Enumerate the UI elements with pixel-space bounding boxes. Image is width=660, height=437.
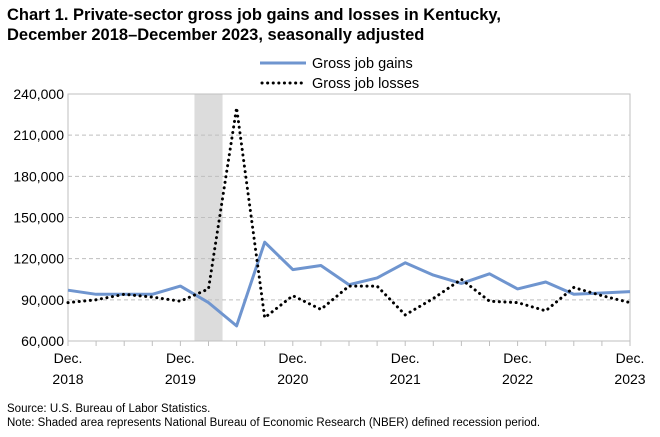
series-lines: [66, 106, 632, 328]
y-tick-label: 180,000: [13, 168, 64, 184]
chart-title: Chart 1. Private-sector gross job gains …: [7, 5, 647, 45]
x-tick-label-year: 2020: [277, 371, 308, 387]
x-tick-label-year: 2023: [614, 371, 645, 387]
x-tick-label-month: Dec.: [166, 350, 195, 366]
x-tick-label-month: Dec.: [503, 350, 532, 366]
x-tick-label-year: 2018: [52, 371, 83, 387]
x-tick-label-month: Dec.: [391, 350, 420, 366]
source-note: Source: U.S. Bureau of Labor Statistics.: [7, 403, 211, 415]
legend: Gross job gains Gross job losses: [260, 56, 419, 92]
y-tick-label: 210,000: [13, 127, 64, 143]
chart-title-line-1: Chart 1. Private-sector gross job gains …: [7, 6, 501, 24]
series-line-gross-job-losses: [66, 106, 632, 320]
y-tick-label: 150,000: [13, 210, 64, 226]
chart-notes: Source: U.S. Bureau of Labor Statistics.…: [7, 402, 655, 430]
y-tick-label: 60,000: [21, 333, 64, 349]
recession-note: Note: Shaded area represents National Bu…: [7, 417, 541, 429]
y-axis-tick-labels: 60,000 90,000 120,000 150,000 180,000 210,000…: [13, 86, 64, 349]
y-tick-label: 120,000: [13, 251, 64, 267]
legend-label-gains: Gross job gains: [312, 56, 413, 72]
y-tick-label: 240,000: [13, 86, 64, 102]
gridlines: [68, 134, 630, 301]
x-tick-label-year: 2019: [165, 371, 196, 387]
chart-title-line-2: December 2018–December 2023, seasonally …: [7, 26, 425, 44]
x-tick-label-year: 2021: [390, 371, 421, 387]
legend-label-losses: Gross job losses: [312, 76, 419, 92]
x-axis-ticks: Dec. 2018 Dec. 2019 Dec. 2020 Dec. 2021 Dec. 2022…: [52, 341, 646, 387]
x-tick-label-month: Dec.: [54, 350, 83, 366]
x-tick-label-year: 2022: [502, 371, 533, 387]
y-tick-label: 90,000: [21, 292, 64, 308]
x-tick-label-month: Dec.: [616, 350, 645, 366]
series-line-gross-job-gains: [67, 240, 631, 328]
x-tick-label-month: Dec.: [278, 350, 307, 366]
